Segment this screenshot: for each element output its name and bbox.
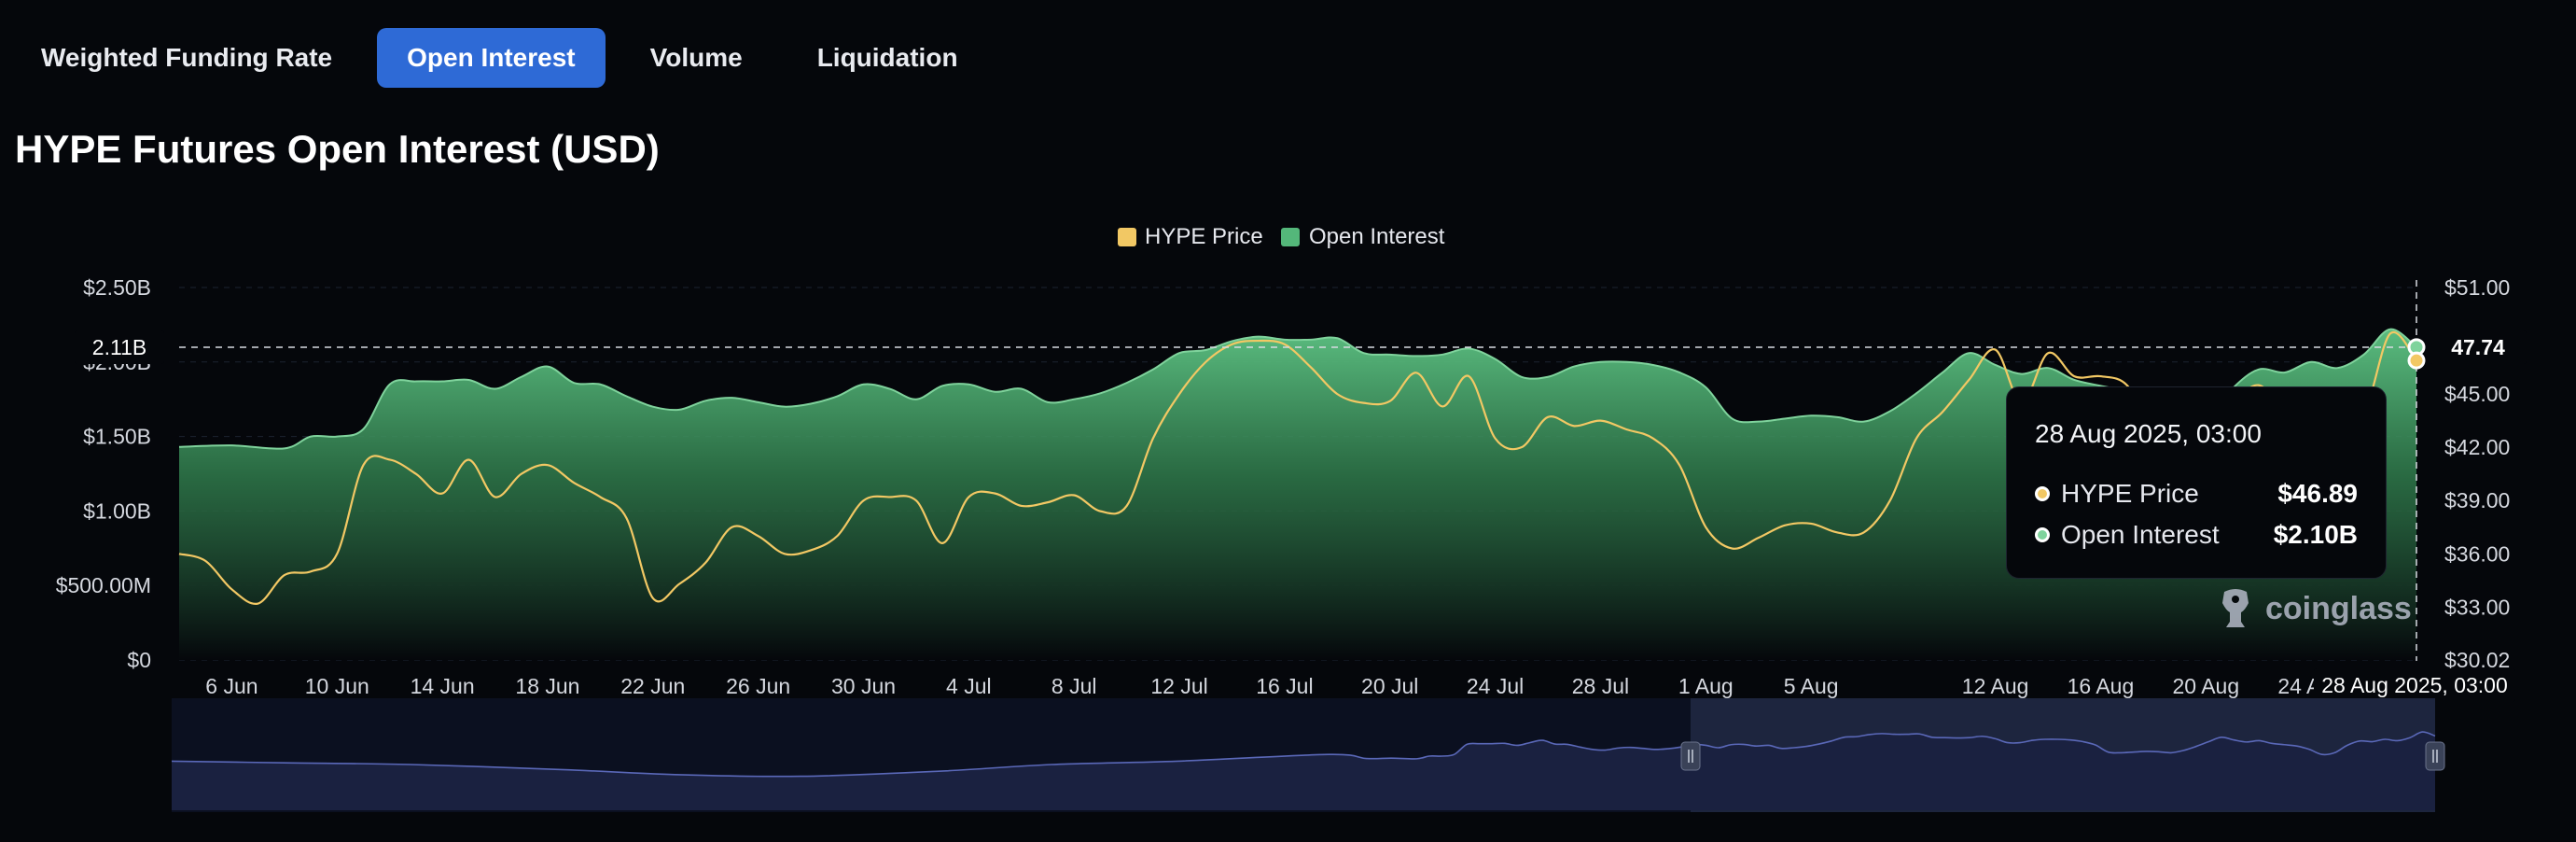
x-axis: 6 Jun 10 Jun 14 Jun 18 Jun 22 Jun 26 Jun 30 Ju… <box>205 674 2345 698</box>
x-tick-label: 16 Aug <box>2068 674 2135 698</box>
navigator-series <box>171 731 2436 810</box>
chart-title: HYPE Futures Open Interest (USD) <box>15 127 660 171</box>
coinglass-watermark: coinglass <box>2217 586 2412 631</box>
x-tick-label: 1 Aug <box>1678 674 1734 698</box>
y-left-tick-label: $1.00B <box>83 498 151 523</box>
navigator-handle-right[interactable] <box>2425 741 2445 771</box>
legend-swatch-price[interactable] <box>1118 228 1136 246</box>
price-dot-icon <box>2035 486 2050 501</box>
x-tick-label: 20 Jul <box>1361 674 1418 698</box>
crosshair-left-label: 2.11B <box>92 335 146 359</box>
x-tick-label: 6 Jun <box>205 674 258 698</box>
x-tick-label: 28 Jul <box>1572 674 1629 698</box>
x-tick-label: 16 Jul <box>1256 674 1313 698</box>
x-tick-label: 30 Jun <box>831 674 896 698</box>
crosshair-right-label-box <box>2430 330 2527 364</box>
crosshair-right-label: 47.74 <box>2451 335 2505 359</box>
x-tick-label: 4 Jul <box>946 674 992 698</box>
y-right-tick-label: $42.00 <box>2444 435 2510 459</box>
tab-open-interest[interactable]: Open Interest <box>377 28 606 88</box>
open-interest-line <box>178 328 2417 450</box>
y-axis-left: $0$500.00M$1.00B$1.50B$2.00B$2.50B <box>56 275 151 672</box>
x-tick-label: 22 Jun <box>620 674 685 698</box>
x-tick-label: 10 Jun <box>305 674 369 698</box>
navigator-handle-left[interactable] <box>1680 741 1701 771</box>
y-right-tick-label: $45.00 <box>2444 382 2510 406</box>
x-tick-label: 12 Aug <box>1962 674 2029 698</box>
x-tick-label: 8 Jul <box>1051 674 1097 698</box>
tooltip-price-label: HYPE Price <box>2061 479 2199 508</box>
y-left-tick-label: $500.00M <box>56 573 151 597</box>
y-right-tick-label: $39.00 <box>2444 488 2510 512</box>
navigator-line <box>171 731 2436 778</box>
y-left-tick-label: $2.50B <box>83 275 151 300</box>
navigator-area <box>172 732 2435 810</box>
open-interest-area <box>179 329 2416 660</box>
tab-volume[interactable]: Volume <box>649 43 743 72</box>
tooltip-row-oi: Open Interest $2.10B <box>2035 514 2358 555</box>
x-tick-label: 5 Aug <box>1784 674 1839 698</box>
oi-dot-icon <box>2035 527 2050 542</box>
tooltip-row-price: HYPE Price $46.89 <box>2035 473 2358 514</box>
crosshair: 2.11B 47.74 28 Aug 2025, 03:00 <box>75 280 2527 702</box>
navigator[interactable] <box>171 698 2445 812</box>
y-right-tick-label: $33.00 <box>2444 595 2510 619</box>
series-layer <box>178 328 2417 660</box>
chart-tooltip: 28 Aug 2025, 03:00 HYPE Price $46.89 Ope… <box>2006 386 2387 579</box>
tab-bar: Weighted Funding Rate Open Interest Volu… <box>11 28 988 88</box>
legend-swatch-oi[interactable] <box>1281 228 1300 246</box>
y-right-tick-label: $51.00 <box>2444 275 2510 300</box>
y-left-tick-label: $0 <box>127 648 151 672</box>
crosshair-x-label: 28 Aug 2025, 03:00 <box>2321 673 2508 697</box>
tab-weighted-funding-rate[interactable]: Weighted Funding Rate <box>41 43 333 72</box>
price-marker <box>2407 351 2426 370</box>
tooltip-price-value: $46.89 <box>2277 479 2358 508</box>
hype-price-line <box>178 330 2417 606</box>
x-tick-label: 20 Aug <box>2172 674 2239 698</box>
legend-label-price[interactable]: HYPE Price <box>1145 224 1263 249</box>
chart-legend: HYPE Price Open Interest <box>1118 224 1445 249</box>
crosshair-left-label-box <box>75 330 164 364</box>
y-right-tick-label: $36.00 <box>2444 541 2510 566</box>
x-tick-label: 24 Jul <box>1467 674 1524 698</box>
tooltip-oi-label: Open Interest <box>2061 520 2220 549</box>
legend-label-oi[interactable]: Open Interest <box>1309 224 1445 249</box>
x-tick-label: 26 Jun <box>726 674 790 698</box>
watermark-text: coinglass <box>2265 590 2412 626</box>
x-tick-label: 18 Jun <box>515 674 579 698</box>
crosshair-x-label-box <box>2314 668 2515 702</box>
tab-liquidation[interactable]: Liquidation <box>816 43 958 72</box>
x-tick-label: 12 Jul <box>1150 674 1207 698</box>
y-right-tick-label: $30.02 <box>2444 648 2510 672</box>
y-left-tick-label: $1.50B <box>83 425 151 449</box>
x-tick-label: 14 Jun <box>411 674 475 698</box>
tooltip-oi-value: $2.10B <box>2273 520 2358 549</box>
hover-markers <box>2407 338 2426 370</box>
coinglass-logo-icon <box>2222 589 2249 627</box>
tooltip-time: 28 Aug 2025, 03:00 <box>2035 419 2262 448</box>
